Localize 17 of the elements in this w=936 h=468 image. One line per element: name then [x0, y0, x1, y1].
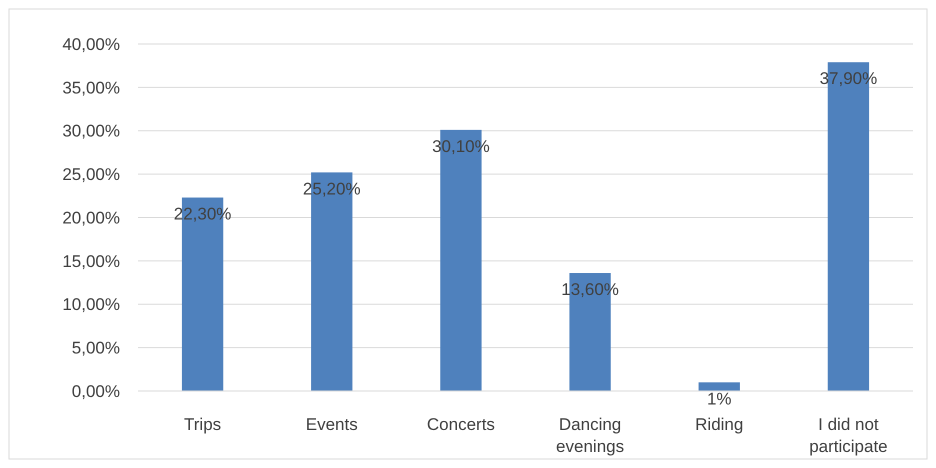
bar [698, 382, 740, 391]
y-tick-label: 35,00% [62, 78, 120, 98]
y-tick-label: 25,00% [62, 165, 120, 184]
data-label: 1% [706, 389, 732, 408]
x-tick-label: Dancing evenings [556, 415, 624, 456]
y-tick-label: 15,00% [62, 252, 120, 271]
y-tick-label: 20,00% [62, 208, 120, 228]
y-tick-label: 30,00% [62, 122, 120, 141]
y-tick-label: 5,00% [72, 338, 120, 358]
x-tick-label: Concerts [426, 415, 495, 434]
x-tick-label: Riding [695, 415, 744, 434]
x-tick-label: Trips [184, 415, 222, 434]
y-tick-label: 40,00% [62, 34, 120, 54]
x-tick-label: Events [306, 415, 358, 434]
y-tick-label: 0,00% [72, 382, 120, 401]
y-tick-label: 10,00% [62, 295, 120, 314]
x-tick-label: I did not participate [809, 415, 888, 456]
